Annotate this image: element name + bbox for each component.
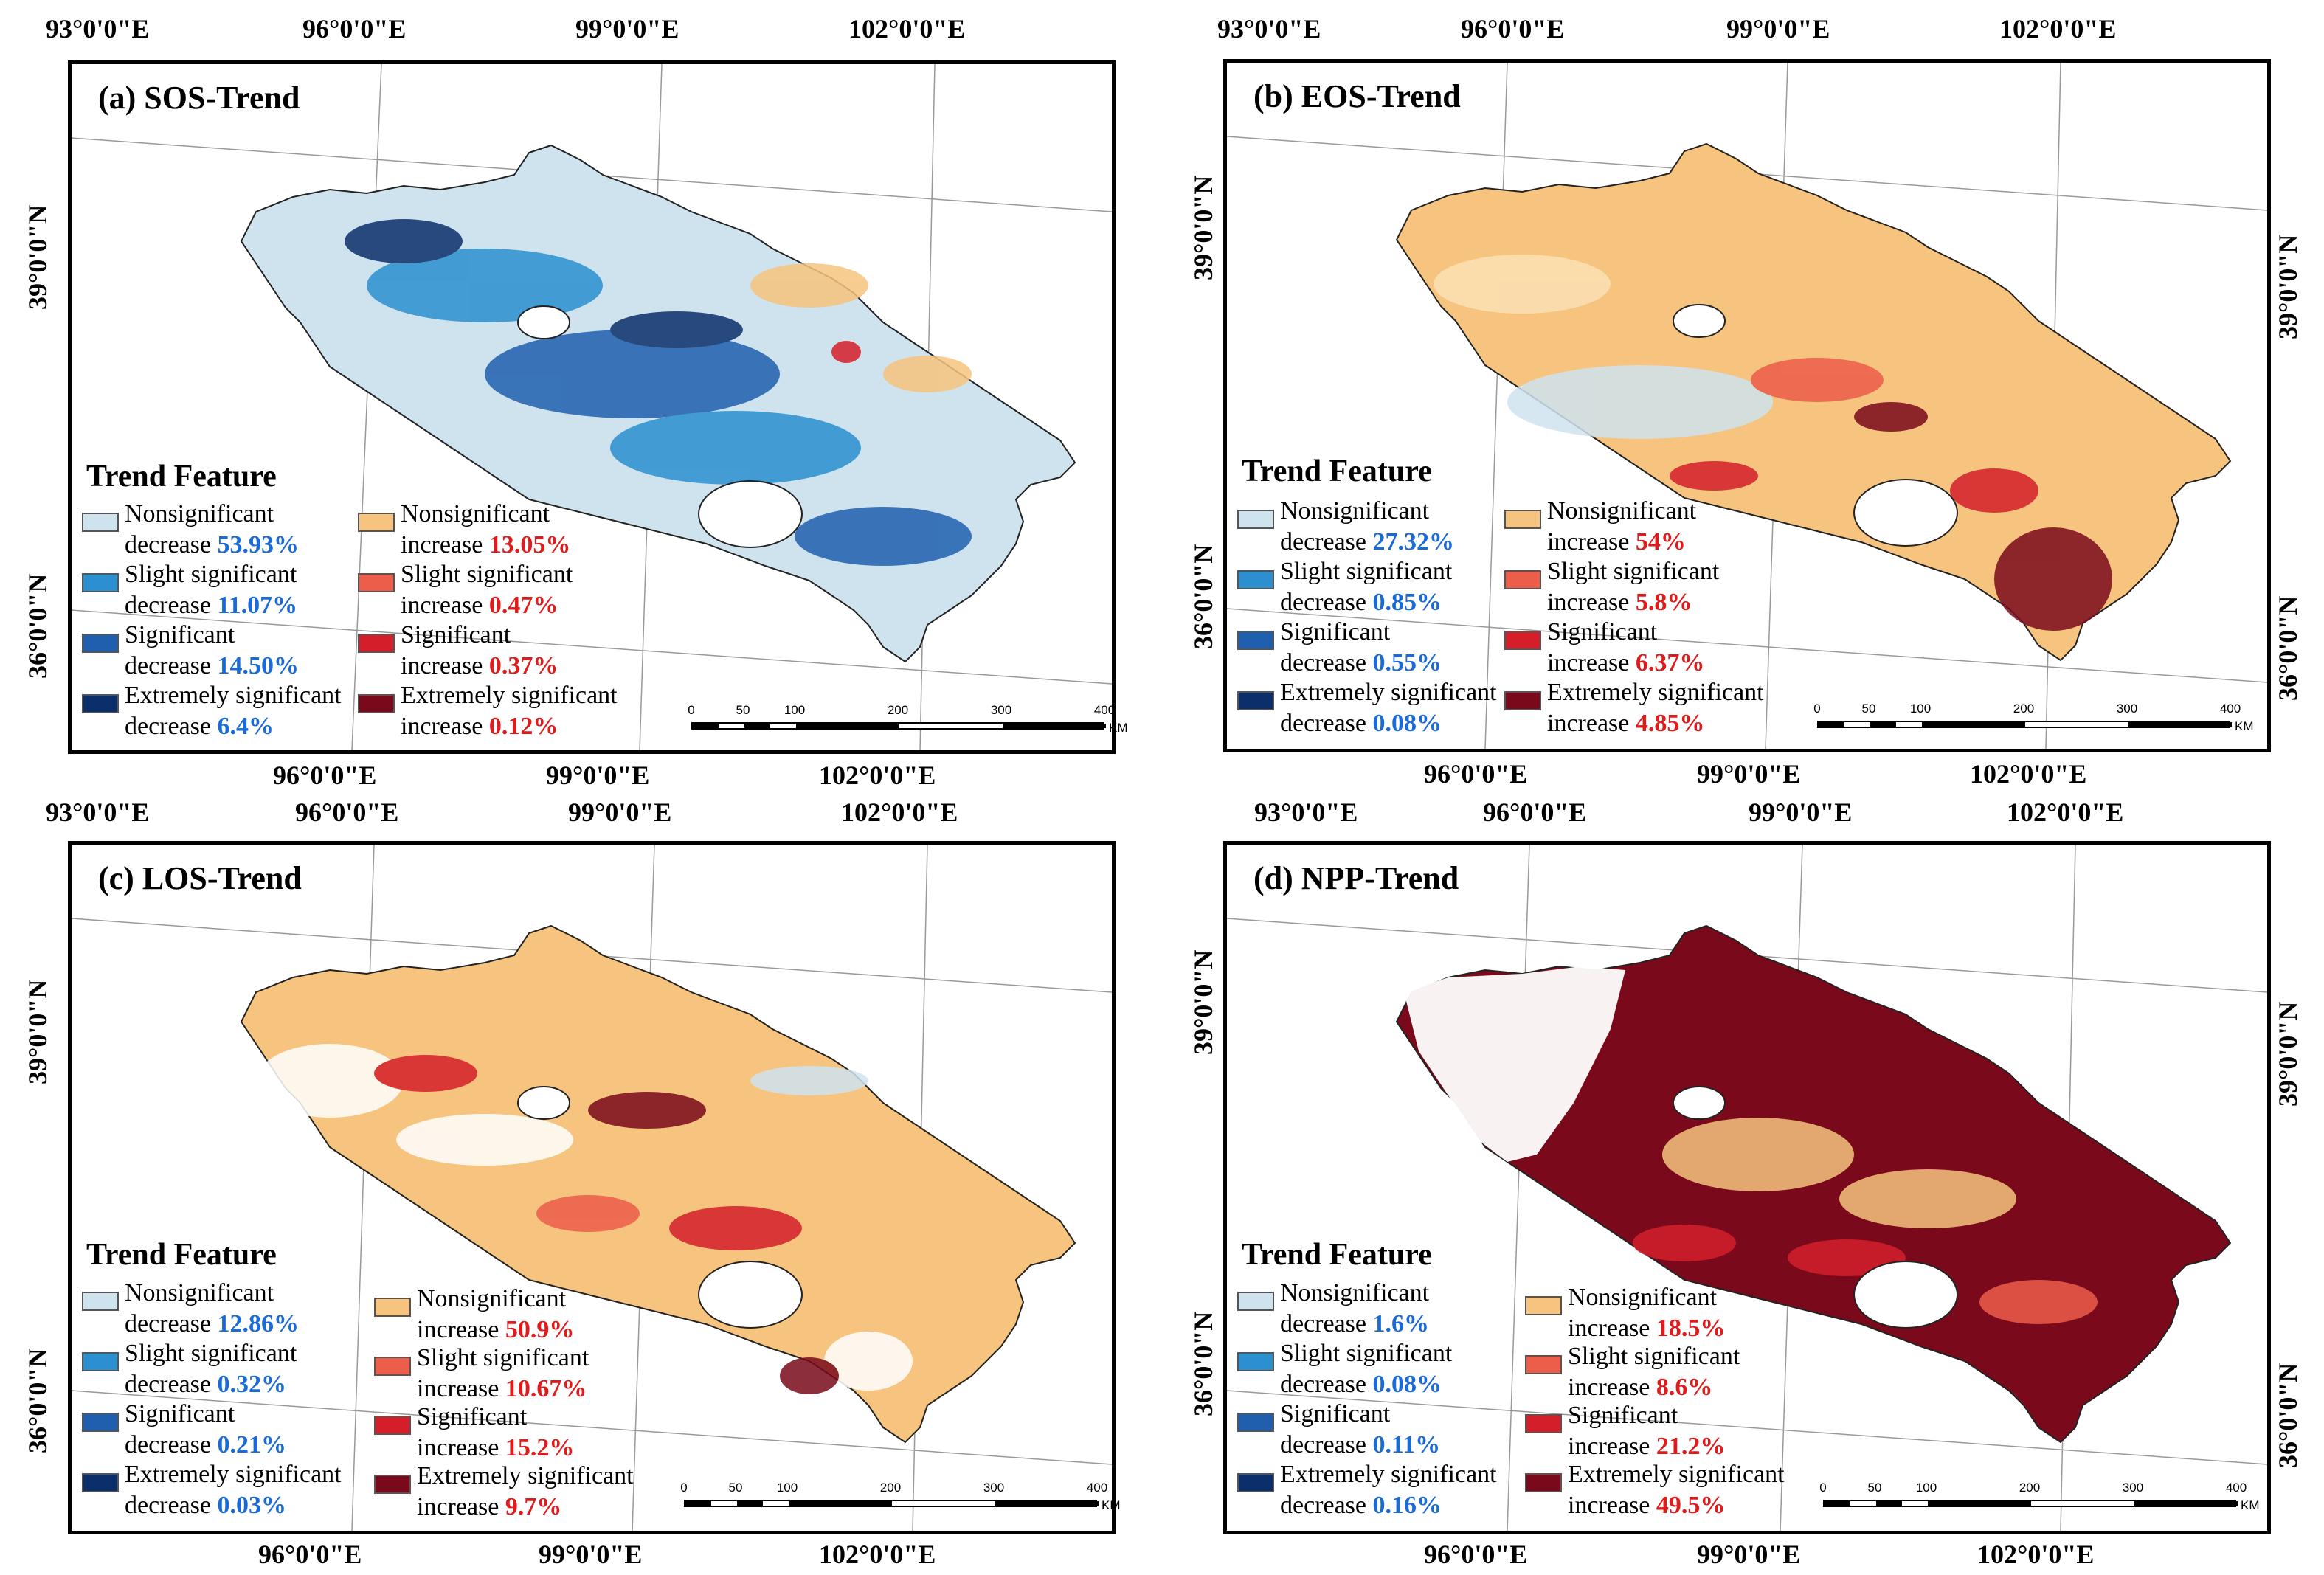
- scale-bar-b: 0 50 100 200 300 400 KM: [1813, 702, 2254, 733]
- lat-label-36-left-c: 36°0'0"N: [23, 1348, 52, 1453]
- lon-bottom-102-c: 102°0'0"E: [819, 1540, 936, 1569]
- lat-label-39-left-c: 39°0'0"N: [23, 979, 52, 1084]
- swatch-sig-decrease: [82, 634, 119, 653]
- lon-label-99-b: 99°0'0"E: [1726, 14, 1830, 44]
- lat-label-36-left-b: 36°0'0"N: [1189, 544, 1218, 649]
- swatch-extreme-increase: [358, 694, 395, 713]
- map-canvas-a: [72, 64, 1112, 750]
- map-frame-b: (b) EOS-Trend Trend Feature Nonsignifica…: [1223, 59, 2271, 752]
- lon-label-99-d: 99°0'0"E: [1749, 797, 1853, 827]
- map-canvas-d: [1227, 845, 2267, 1531]
- lon-bottom-96-c: 96°0'0"E: [258, 1540, 362, 1569]
- lon-label-102: 102°0'0"E: [848, 14, 966, 44]
- panel-title-a: (a) SOS-Trend: [98, 80, 300, 116]
- lat-label-39-left: 39°0'0"N: [23, 204, 52, 310]
- lon-label-96-d: 96°0'0"E: [1483, 797, 1587, 827]
- lon-bottom-96-d: 96°0'0"E: [1424, 1540, 1528, 1569]
- lon-label-102-c: 102°0'0"E: [841, 797, 958, 827]
- scale-bar-d: 0 50 100 200 300 400 KM: [1819, 1481, 2260, 1512]
- legend-title-c: Trend Feature: [86, 1238, 277, 1272]
- lat-label-39-right-b: 39°0'0"N: [2273, 234, 2303, 339]
- lon-label-96-b: 96°0'0"E: [1461, 14, 1565, 44]
- lon-bottom-102-a: 102°0'0"E: [819, 761, 936, 790]
- lon-bottom-102-d: 102°0'0"E: [1977, 1540, 2095, 1569]
- panel-title-d: (d) NPP-Trend: [1253, 860, 1459, 896]
- lat-label-39-left-b: 39°0'0"N: [1189, 175, 1218, 280]
- lon-bottom-99-a: 99°0'0"E: [546, 761, 650, 790]
- swatch-extreme-decrease: [82, 694, 119, 713]
- map-frame-d: (d) NPP-Trend Trend Feature Nonsignifica…: [1223, 841, 2271, 1534]
- panel-title-c: (c) LOS-Trend: [98, 860, 302, 896]
- panel-title-b: (b) EOS-Trend: [1253, 78, 1461, 114]
- lat-label-36-left: 36°0'0"N: [23, 573, 52, 679]
- legend-title-d: Trend Feature: [1242, 1238, 1432, 1272]
- swatch-slight-decrease: [82, 573, 119, 592]
- lon-label-99: 99°0'0"E: [575, 14, 679, 44]
- lon-label-96: 96°0'0"E: [302, 14, 407, 44]
- lon-label-102-b: 102°0'0"E: [1999, 14, 2117, 44]
- study-region-c: [241, 925, 1076, 1443]
- lon-bottom-99-d: 99°0'0"E: [1697, 1540, 1801, 1569]
- lon-label-93-b: 93°0'0"E: [1217, 14, 1321, 44]
- legend-title-b: Trend Feature: [1242, 454, 1432, 488]
- lat-label-36-right-d: 36°0'0"N: [2273, 1363, 2303, 1468]
- lat-label-36-right-b: 36°0'0"N: [2273, 595, 2303, 701]
- map-frame-a: (a) SOS-Trend Trend Feature Nonsignifica…: [68, 60, 1128, 754]
- lon-bottom-99-b: 99°0'0"E: [1697, 759, 1801, 789]
- lon-label-99-c: 99°0'0"E: [568, 797, 672, 827]
- swatch-nonsig-decrease: [82, 513, 119, 532]
- lon-bottom-96-a: 96°0'0"E: [273, 761, 377, 790]
- swatch-nonsig-increase: [358, 513, 395, 532]
- lon-label-102-d: 102°0'0"E: [2007, 797, 2124, 827]
- swatch-slight-increase: [358, 573, 395, 592]
- legend-title-a: Trend Feature: [86, 460, 277, 494]
- lon-label-93: 93°0'0"E: [46, 14, 150, 44]
- map-frame-c: (c) LOS-Trend Trend Feature Nonsignifica…: [68, 841, 1121, 1534]
- map-canvas-c: [72, 845, 1112, 1531]
- lat-label-39-left-d: 39°0'0"N: [1189, 949, 1218, 1055]
- lon-bottom-96-b: 96°0'0"E: [1424, 759, 1528, 789]
- lon-bottom-102-b: 102°0'0"E: [1970, 759, 2087, 789]
- lat-label-39-right-d: 39°0'0"N: [2273, 1001, 2303, 1107]
- scale-bar-c: 0 50 100 200 300 400 KM: [680, 1481, 1121, 1512]
- lon-label-93-d: 93°0'0"E: [1254, 797, 1358, 827]
- lon-label-93-c: 93°0'0"E: [46, 797, 150, 827]
- swatch-sig-increase: [358, 634, 395, 653]
- lon-bottom-99-c: 99°0'0"E: [539, 1540, 643, 1569]
- lat-label-36-left-d: 36°0'0"N: [1189, 1311, 1218, 1416]
- lon-label-96-c: 96°0'0"E: [295, 797, 399, 827]
- map-canvas-b: [1227, 63, 2267, 749]
- scale-bar-a: 0 50 100 200 300 400 KM: [688, 703, 1128, 735]
